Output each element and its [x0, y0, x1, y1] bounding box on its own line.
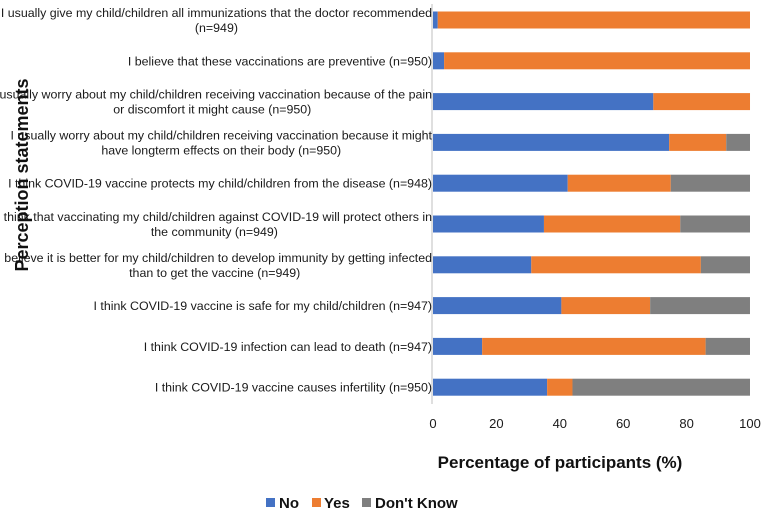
- bar-yes-1: [437, 11, 750, 29]
- x-tick-label-100: 100: [739, 416, 761, 431]
- legend-label-no: No: [279, 495, 299, 510]
- bar-yes-3: [653, 93, 751, 111]
- category-label-7-line-1: I believe it is better for my child/chil…: [0, 251, 432, 265]
- category-label-10-line-1: I think COVID-19 vaccine causes infertil…: [155, 381, 432, 395]
- bar-yes-10: [547, 378, 573, 396]
- bar-no-4: [433, 133, 670, 151]
- bar-no-1: [433, 11, 438, 29]
- bar-yes-9: [482, 337, 706, 355]
- bar-don-t-know-8: [650, 297, 750, 315]
- category-label-1-line-1: I usually give my child/children all imm…: [1, 6, 432, 20]
- legend-label-yes: Yes: [324, 495, 350, 510]
- category-labels: I usually give my child/children all imm…: [0, 6, 433, 395]
- category-label-3-line-2: or discomfort it might cause (n=950): [113, 103, 311, 117]
- bar-don-t-know-6: [680, 215, 750, 233]
- x-axis-title: Percentage of participants (%): [438, 453, 683, 472]
- bar-don-t-know-4: [726, 133, 750, 151]
- category-label-9-line-1: I think COVID-19 infection can lead to d…: [144, 340, 432, 354]
- bar-yes-7: [531, 256, 701, 274]
- bar-don-t-know-10: [572, 378, 750, 396]
- x-tick-label-0: 0: [429, 416, 436, 431]
- bar-no-10: [433, 378, 548, 396]
- legend-label-don-t-know: Don't Know: [375, 495, 458, 510]
- category-label-5-line-1: I think COVID-19 vaccine protects my chi…: [8, 177, 432, 191]
- x-tick-labels: 0 20 40 60 80 100: [429, 416, 760, 431]
- category-label-2-line-1: I believe that these vaccinations are pr…: [128, 54, 432, 68]
- category-label-6-line-1: I think that vaccinating my child/childr…: [0, 210, 432, 224]
- category-label-3-line-1: I usually worry about my child/children …: [0, 88, 432, 102]
- bar-no-5: [433, 174, 568, 192]
- bar-don-t-know-7: [700, 256, 750, 274]
- bar-no-3: [433, 93, 654, 111]
- bar-yes-8: [561, 297, 651, 315]
- bar-yes-2: [444, 52, 750, 70]
- category-label-4-line-2: have longterm effects on their body (n=9…: [101, 143, 341, 157]
- category-label-6-line-2: the community (n=949): [151, 225, 278, 239]
- category-label-7-line-2: than to get the vaccine (n=949): [129, 266, 300, 280]
- category-label-4-line-1: I usually worry about my child/children …: [11, 128, 433, 142]
- bar-yes-5: [567, 174, 671, 192]
- legend-swatch-no: [266, 498, 275, 507]
- bar-no-2: [433, 52, 445, 70]
- category-label-8-line-1: I think COVID-19 vaccine is safe for my …: [94, 299, 432, 313]
- y-axis-title: Perception statements: [12, 78, 32, 271]
- bar-no-7: [433, 256, 532, 274]
- bar-no-9: [433, 337, 483, 355]
- legend-swatch-yes: [312, 498, 321, 507]
- bar-no-8: [433, 297, 562, 315]
- legend-swatch-don-t-know: [362, 498, 371, 507]
- legend: No Yes Don't Know: [266, 495, 458, 510]
- bar-yes-6: [543, 215, 681, 233]
- bar-yes-4: [669, 133, 727, 151]
- x-tick-label-40: 40: [553, 416, 567, 431]
- x-tick-label-80: 80: [679, 416, 693, 431]
- bar-no-6: [433, 215, 544, 233]
- bar-don-t-know-9: [705, 337, 750, 355]
- category-label-1-line-2: (n=949): [195, 21, 238, 35]
- bars-group: [433, 11, 751, 396]
- x-tick-label-60: 60: [616, 416, 630, 431]
- x-tick-label-20: 20: [489, 416, 503, 431]
- bar-don-t-know-5: [670, 174, 750, 192]
